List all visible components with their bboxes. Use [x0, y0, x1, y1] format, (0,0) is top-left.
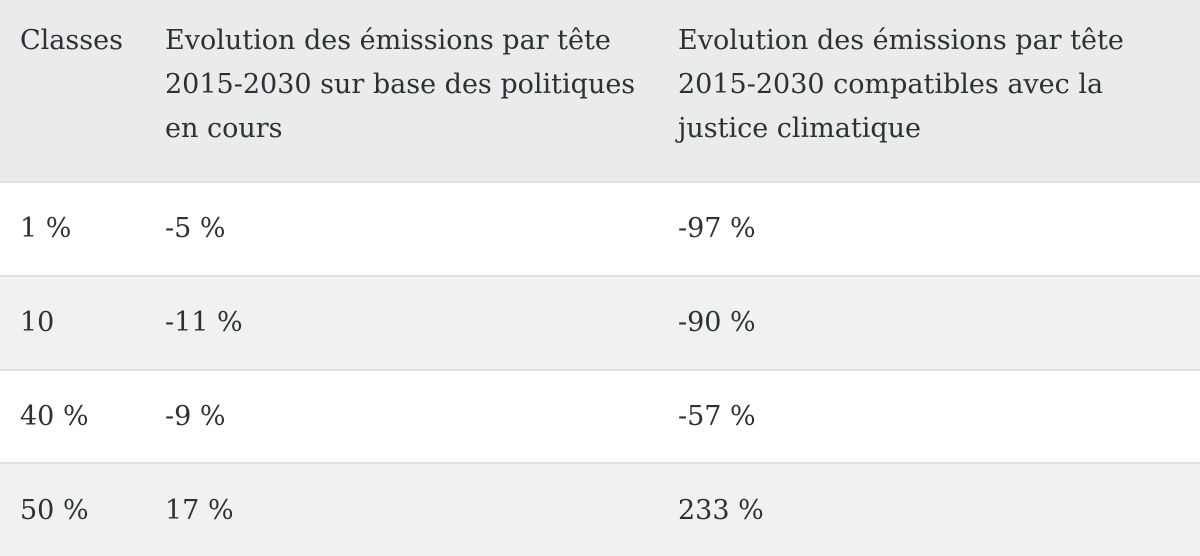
- cell-current-policies: -11 %: [165, 307, 243, 339]
- cell-climate-justice: -97 %: [678, 213, 756, 245]
- header-cell-climate-justice: Evolution des émissions par tête 2015-20…: [678, 25, 1124, 144]
- cell-current-policies: -9 %: [165, 400, 226, 432]
- cell-climate-justice: -57 %: [678, 400, 756, 432]
- cell-classes: 50 %: [20, 494, 89, 526]
- header-cell-current-policies: Evolution des émissions par tête 2015-20…: [165, 25, 636, 144]
- table-header-row: Classes Evolution des émissions par tête…: [0, 0, 1200, 183]
- cell-classes: 40 %: [20, 400, 89, 432]
- cell-climate-justice: -90 %: [678, 307, 756, 339]
- cell-current-policies: -5 %: [165, 213, 226, 245]
- cell-classes: 1 %: [20, 213, 72, 245]
- cell-climate-justice: 233 %: [678, 494, 764, 526]
- table-row: 1 % -5 % -97 %: [0, 183, 1200, 275]
- cell-classes: 10: [20, 307, 55, 339]
- table-row: 10 -11 % -90 %: [0, 274, 1200, 369]
- table-row: 40 % -9 % -57 %: [0, 368, 1200, 463]
- table-row: 50 % 17 % 233 %: [0, 462, 1200, 556]
- cell-current-policies: 17 %: [165, 494, 234, 526]
- header-cell-classes: Classes: [20, 25, 123, 56]
